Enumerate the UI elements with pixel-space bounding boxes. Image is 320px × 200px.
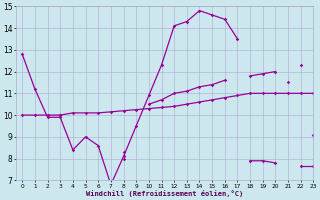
X-axis label: Windchill (Refroidissement éolien,°C): Windchill (Refroidissement éolien,°C) [86, 190, 243, 197]
